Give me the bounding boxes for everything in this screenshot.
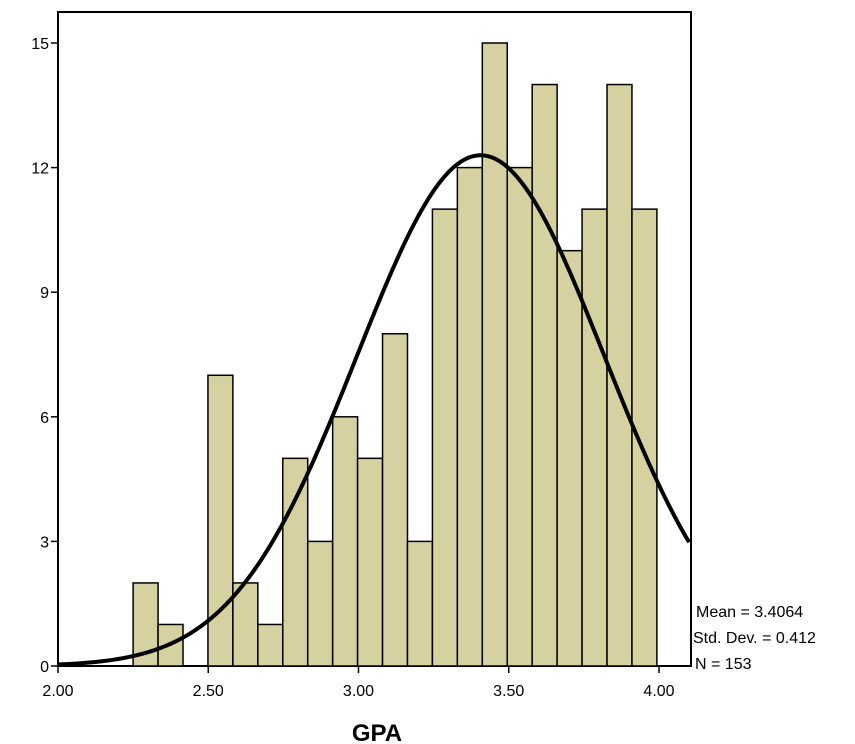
histogram-bar-20 bbox=[631, 208, 658, 667]
histogram-bar-14 bbox=[481, 42, 508, 667]
histogram-bar-12 bbox=[431, 208, 459, 667]
histogram-bar-5 bbox=[257, 623, 284, 667]
histogram-bar-9 bbox=[356, 457, 384, 667]
x-tick-label-1: 2.50 bbox=[193, 683, 224, 700]
y-tick-label-0: 0 bbox=[40, 659, 49, 676]
histogram-bar-10 bbox=[381, 332, 409, 667]
stats-n: N = 153 bbox=[695, 656, 752, 673]
x-tick-label-4: 4.00 bbox=[643, 683, 674, 700]
histogram-bars bbox=[132, 42, 658, 667]
x-axis-label: GPA bbox=[352, 720, 402, 744]
histogram-bar-18 bbox=[581, 208, 608, 667]
histogram-bar-15 bbox=[506, 166, 533, 667]
x-tick-label-0: 2.00 bbox=[42, 683, 73, 700]
histogram-bar-6 bbox=[282, 457, 309, 667]
histogram-bar-16 bbox=[531, 83, 558, 667]
x-tick-label-3: 3.50 bbox=[493, 683, 524, 700]
y-tick-label-1: 3 bbox=[40, 534, 49, 551]
histogram-bar-3 bbox=[207, 374, 234, 667]
x-tick-label-2: 3.00 bbox=[343, 683, 374, 700]
normal-curve-line bbox=[57, 153, 691, 667]
histogram-bar-17 bbox=[556, 249, 583, 667]
histogram-bar-8 bbox=[331, 416, 359, 667]
y-tick-label-5: 15 bbox=[31, 36, 49, 53]
histogram-bar-11 bbox=[406, 540, 434, 667]
y-tick-label-4: 12 bbox=[31, 161, 49, 178]
histogram-bar-13 bbox=[456, 166, 484, 667]
histogram-bar-7 bbox=[306, 540, 334, 667]
y-axis-ticks: 0 3 6 9 12 15 bbox=[31, 36, 58, 676]
normal-curve bbox=[57, 153, 691, 667]
x-axis-ticks: 2.00 2.50 3.00 3.50 4.00 bbox=[42, 666, 675, 700]
stats-mean: Mean = 3.4064 bbox=[696, 604, 803, 621]
stats-std-dev: Std. Dev. = 0.412 bbox=[693, 630, 816, 647]
y-tick-label-3: 9 bbox=[40, 285, 49, 302]
y-tick-label-2: 6 bbox=[40, 410, 49, 427]
